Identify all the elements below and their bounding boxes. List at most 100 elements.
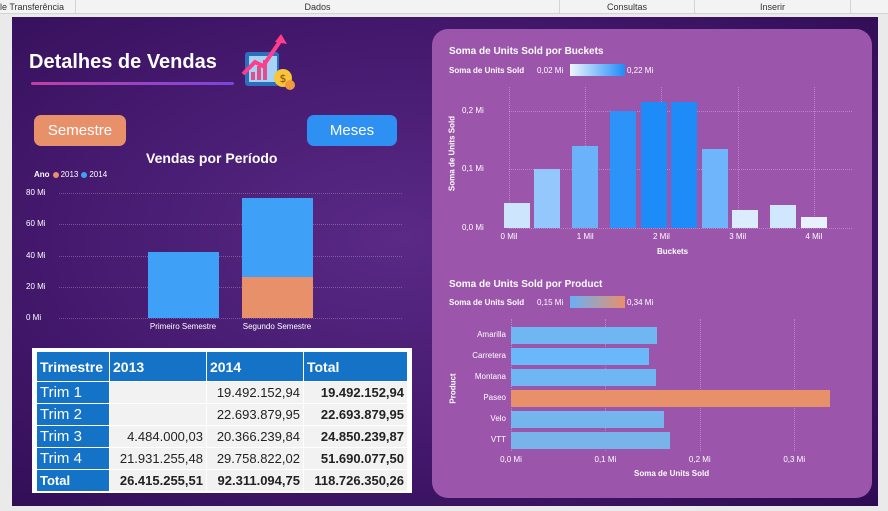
- legend-2014-label: 2014: [89, 170, 108, 179]
- ribbon-tab-dados[interactable]: Dados: [76, 0, 560, 14]
- header-2014[interactable]: 2014: [205, 351, 304, 382]
- product-category-label: Amarilla: [477, 330, 506, 339]
- buckets-x-tick: 2 Mil: [652, 232, 670, 241]
- buckets-y-tick: 0,1 Mi: [462, 164, 484, 174]
- product-bar: [511, 348, 649, 365]
- product-chart-title: Soma de Units Sold por Product: [449, 279, 603, 290]
- buckets-bar: [732, 210, 759, 228]
- vendas-y-tick: 20 Mi: [26, 281, 46, 291]
- product-category-label: Paseo: [483, 393, 506, 402]
- cell-2014-total: 92.311.094,75: [205, 469, 304, 492]
- buckets-bar: [610, 110, 637, 228]
- product-category-label: Velo: [490, 414, 506, 423]
- vendas-y-tick: 40 Mi: [26, 250, 46, 260]
- row-label: Trim 2: [36, 403, 110, 426]
- vendas-legend: Ano 2013 2014: [34, 170, 107, 179]
- product-x-tick: 0,2 Mi: [688, 455, 711, 464]
- buckets-x-gridline: [509, 87, 510, 228]
- product-bar: [511, 411, 664, 428]
- report-page: Detalhes de Vendas $ Semestre Meses Vend…: [12, 17, 878, 506]
- buckets-x-tick: 1 Mil: [576, 232, 594, 241]
- cell-total: 22.693.879,95: [302, 403, 409, 426]
- product-x-tick: 0,1 Mi: [594, 455, 617, 464]
- buckets-legend-label: Soma de Units Sold: [449, 66, 525, 75]
- vendas-gridline: [59, 286, 402, 288]
- matrix: Trimestre 2013 2014 Total Trim 1 19.492.…: [36, 351, 409, 492]
- buckets-x-tick: 3 Mil: [729, 232, 747, 241]
- cell-2013: 4.484.000,03: [109, 425, 207, 448]
- cell-2013: [109, 403, 207, 426]
- cell-total: 51.690.077,50: [302, 447, 409, 470]
- buckets-legend-max: 0,22 Mi: [627, 66, 654, 75]
- table-header-row: Trimestre 2013 2014 Total: [36, 351, 409, 382]
- product-x-gridline: [794, 319, 796, 451]
- product-gradient-legend: [570, 296, 625, 308]
- vendas-x-label: Segundo Semestre: [242, 322, 312, 331]
- vendas-chart: 80 Mi 60 Mi 40 Mi 20 Mi 0 Mi Primeiro Semestr…: [12, 17, 432, 347]
- buckets-gradient-legend: [570, 64, 625, 76]
- buckets-legend-min: 0,02 Mi: [537, 66, 564, 75]
- header-total[interactable]: Total: [302, 351, 409, 382]
- product-legend-label: Soma de Units Sold: [449, 298, 525, 307]
- product-category-label: Montana: [474, 372, 506, 381]
- cell-grand-total: 118.726.350,26: [302, 469, 409, 492]
- table-total-row: Total 26.415.255,51 92.311.094,75 118.72…: [36, 469, 409, 492]
- row-label: Trim 3: [36, 425, 110, 448]
- vendas-bar-2013: [241, 276, 313, 318]
- buckets-x-tick: 4 Mil: [805, 232, 823, 241]
- sales-matrix-table: Trimestre 2013 2014 Total Trim 1 19.492.…: [32, 348, 412, 493]
- vendas-y-tick: 60 Mi: [26, 219, 46, 229]
- vendas-x-label: Primeiro Semestre: [149, 322, 217, 331]
- buckets-bar: [671, 101, 698, 228]
- cell-2014: 19.492.152,94: [205, 381, 304, 404]
- cell-2014: 20.366.239,84: [205, 425, 304, 448]
- product-category-label: Carretera: [472, 351, 506, 360]
- product-bar: [511, 327, 658, 344]
- sales-chart-icon: $: [241, 34, 295, 90]
- ribbon-tab-inserir[interactable]: Inserir: [695, 0, 851, 14]
- title-underline: [31, 82, 234, 85]
- buckets-x-axis-title: Buckets: [657, 247, 689, 256]
- legend-2013-label: 2013: [60, 170, 79, 179]
- buckets-bar: [640, 101, 667, 228]
- semestre-button[interactable]: Semestre: [34, 115, 126, 146]
- vendas-gridline: [59, 193, 402, 194]
- page-title: Detalhes de Vendas: [29, 51, 217, 73]
- buckets-x-tick: 0 Mil: [500, 232, 518, 241]
- ribbon-tab-transfer[interactable]: le Transferência: [0, 0, 76, 14]
- row-label: Trim 4: [36, 447, 110, 470]
- meses-button[interactable]: Meses: [307, 115, 397, 146]
- vendas-y-tick: 0 Mi: [26, 313, 42, 322]
- cell-2014: 22.693.879,95: [205, 403, 304, 426]
- vendas-chart-title: Vendas por Período: [146, 150, 278, 166]
- vendas-bar-2014: [241, 198, 313, 277]
- table-row: Trim 4 21.931.255,48 29.758.822,02 51.69…: [36, 447, 409, 470]
- ribbon-bar: le Transferência Dados Consultas Inserir: [0, 0, 888, 14]
- product-bar: [511, 390, 831, 407]
- cell-2013: [109, 381, 207, 404]
- buckets-x-gridline: [813, 87, 815, 228]
- right-charts-panel: Soma de Units Sold por Buckets Soma de U…: [432, 29, 872, 498]
- cell-total: 19.492.152,94: [302, 381, 409, 404]
- buckets-y-tick: 0,0 Mi: [462, 223, 484, 232]
- buckets-bar: [534, 169, 561, 228]
- header-2013[interactable]: 2013: [109, 351, 207, 382]
- product-bar: [511, 369, 657, 386]
- buckets-gridline: [509, 228, 852, 229]
- vendas-bar-2014: [147, 252, 219, 318]
- vendas-gridline: [59, 255, 402, 257]
- table-row: Trim 2 22.693.879,95 22.693.879,95: [36, 403, 409, 426]
- cell-2013: 21.931.255,48: [109, 447, 207, 470]
- cell-2013-total: 26.415.255,51: [109, 469, 207, 492]
- product-legend-min: 0,15 Mi: [537, 298, 564, 307]
- vendas-gridline: [59, 318, 402, 319]
- header-trimestre[interactable]: Trimestre: [36, 351, 110, 382]
- vendas-legend-title: Ano: [34, 170, 50, 179]
- product-chart: 0,0 Mi 0,1 Mi 0,2 Mi 0,3 Mi Amarilla Carreter…: [432, 269, 872, 498]
- ribbon-tab-consultas[interactable]: Consultas: [560, 0, 695, 14]
- table-row: Trim 3 4.484.000,03 20.366.239,84 24.850…: [36, 425, 409, 448]
- row-label: Trim 1: [36, 381, 110, 404]
- table-row: Trim 1 19.492.152,94 19.492.152,94: [36, 381, 409, 404]
- product-x-tick: 0,0 Mi: [500, 455, 522, 464]
- legend-2013-swatch: [52, 171, 59, 178]
